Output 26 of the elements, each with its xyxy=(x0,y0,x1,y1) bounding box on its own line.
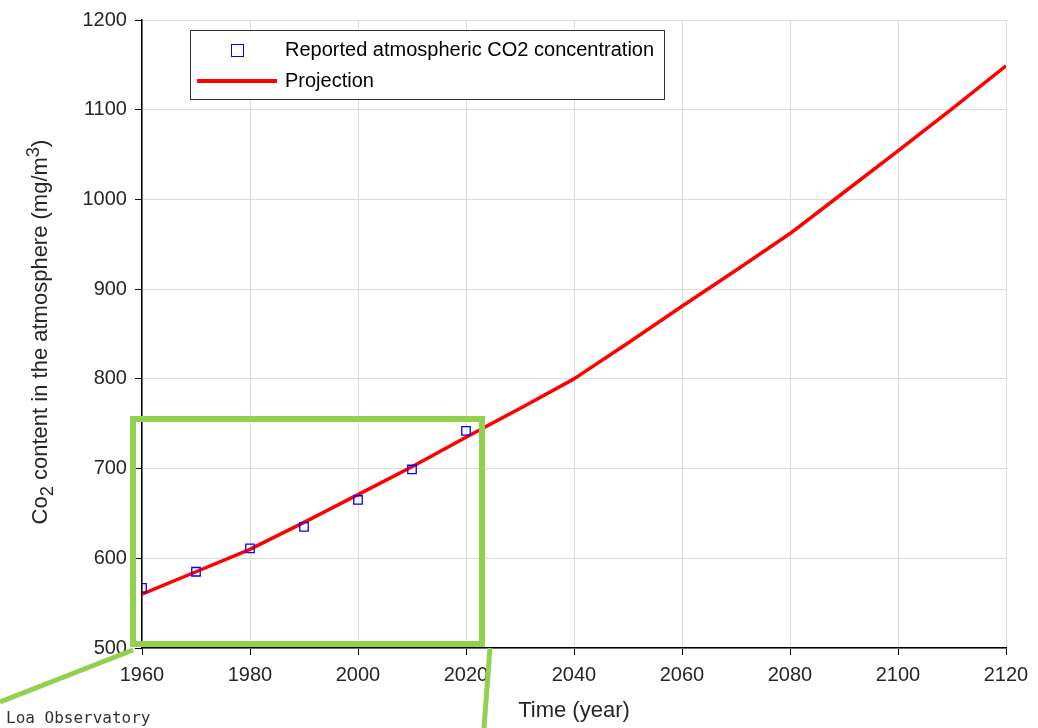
text: Loa Observatory xyxy=(6,708,151,727)
y-tick-label: 800 xyxy=(93,366,127,389)
y-tick-label: 1100 xyxy=(83,97,127,120)
y-tick-label: 900 xyxy=(93,276,127,299)
x-tick-label: 2020 xyxy=(443,662,489,685)
x-tick-label: 1960 xyxy=(119,662,165,685)
point xyxy=(245,543,255,554)
y-tick-label: 1000 xyxy=(82,186,127,209)
y-tick-label: 700 xyxy=(93,456,127,479)
legend-label: Reported atmospheric CO2 concentration xyxy=(285,38,655,61)
x-tick-label: 2000 xyxy=(335,662,381,685)
x-tick-label: 1980 xyxy=(227,662,273,685)
point xyxy=(353,495,363,505)
point xyxy=(407,464,417,475)
y-tick-label: 1200 xyxy=(82,7,127,30)
x-tick-label: 2060 xyxy=(659,662,705,685)
point xyxy=(299,521,309,532)
x-tick-label: 2120 xyxy=(983,662,1029,685)
x-tick-label: 2040 xyxy=(551,662,597,685)
point xyxy=(191,566,201,577)
y-tick-label: 600 xyxy=(93,545,127,568)
point xyxy=(461,426,471,436)
x-tick-label: 2100 xyxy=(875,662,921,685)
legend-label: Projection xyxy=(285,69,374,92)
x-tick-label: 2080 xyxy=(767,662,813,685)
x-axis-title: Time (year) xyxy=(518,696,630,722)
